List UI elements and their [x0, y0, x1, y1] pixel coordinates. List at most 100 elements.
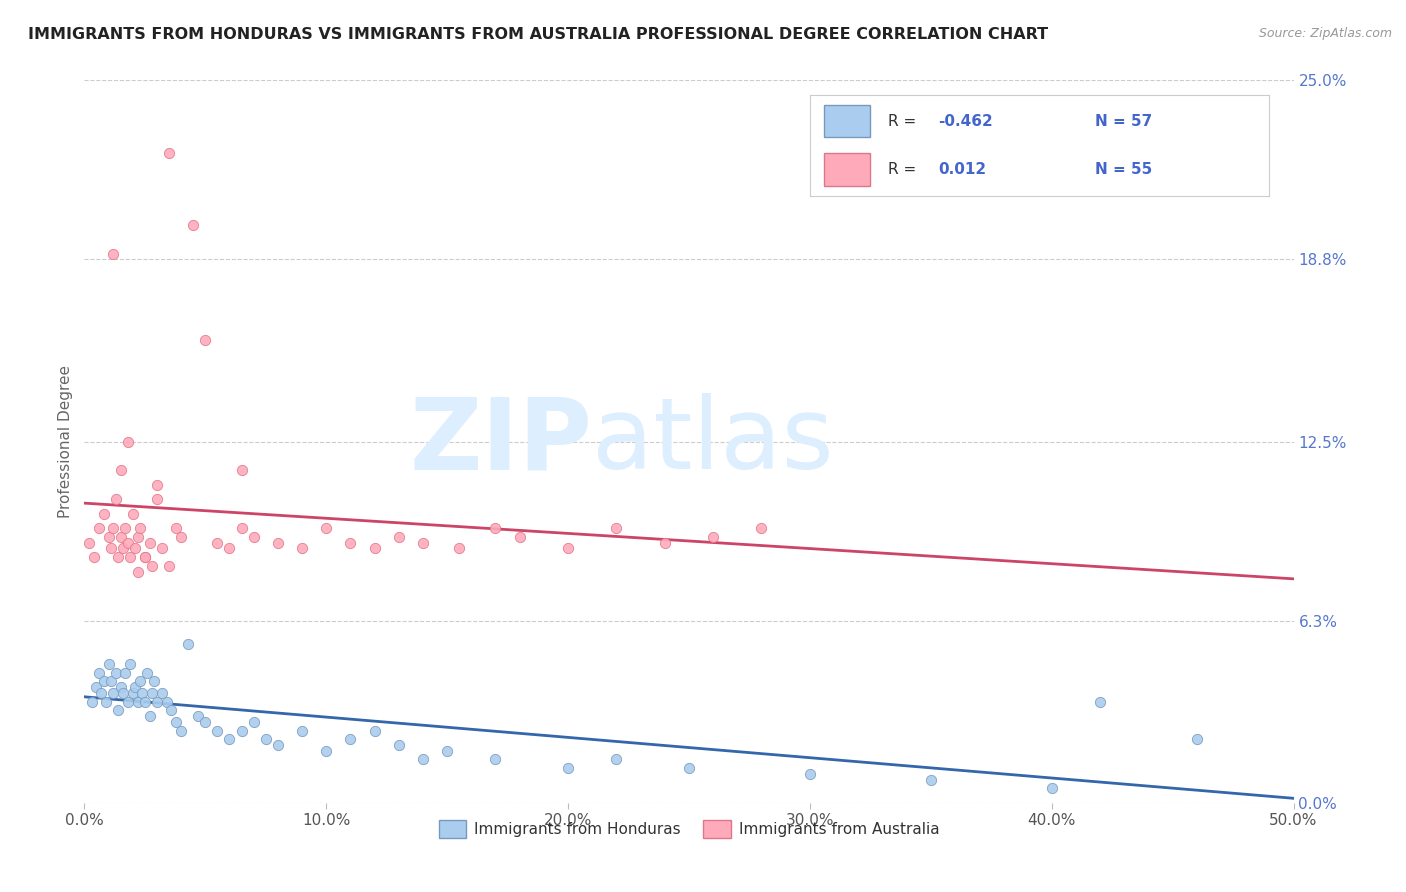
Point: [436, 744, 458, 758]
Point: [93, 507, 115, 521]
Point: [100, 541, 122, 556]
Point: [141, 686, 163, 700]
Y-axis label: Professional Degree: Professional Degree: [58, 365, 73, 518]
Point: [231, 463, 253, 477]
Point: [254, 732, 277, 747]
Point: [120, 550, 142, 565]
Point: [146, 695, 169, 709]
Point: [388, 738, 411, 752]
Point: [678, 761, 700, 775]
Point: [291, 723, 314, 738]
Point: [94, 695, 117, 709]
Point: [509, 530, 531, 544]
Point: [129, 674, 152, 689]
Point: [170, 530, 193, 544]
Point: [339, 732, 361, 747]
Point: [194, 714, 217, 729]
Point: [315, 521, 337, 535]
Point: [83, 550, 105, 565]
Point: [157, 145, 180, 160]
Point: [131, 686, 153, 700]
Point: [104, 665, 127, 680]
Point: [110, 463, 132, 477]
Point: [484, 521, 506, 535]
Point: [267, 535, 290, 549]
Point: [315, 744, 337, 758]
Point: [177, 637, 200, 651]
Point: [110, 680, 132, 694]
Legend: Immigrants from Honduras, Immigrants from Australia: Immigrants from Honduras, Immigrants fro…: [432, 813, 946, 846]
Point: [114, 521, 136, 535]
Point: [150, 541, 173, 556]
Point: [155, 695, 177, 709]
Point: [146, 478, 169, 492]
Point: [605, 752, 627, 766]
Point: [87, 665, 110, 680]
Point: [121, 686, 143, 700]
Point: [77, 535, 100, 549]
Point: [181, 218, 204, 232]
Point: [207, 535, 229, 549]
Point: [157, 558, 180, 573]
Point: [1185, 732, 1208, 747]
Point: [194, 334, 217, 348]
Point: [363, 541, 385, 556]
Point: [242, 530, 264, 544]
Point: [136, 665, 159, 680]
Text: Source: ZipAtlas.com: Source: ZipAtlas.com: [1258, 27, 1392, 40]
Point: [134, 695, 156, 709]
Point: [702, 530, 724, 544]
Point: [90, 686, 112, 700]
Point: [86, 680, 108, 694]
Point: [1088, 695, 1111, 709]
Point: [134, 550, 156, 565]
Point: [107, 703, 129, 717]
Point: [100, 674, 122, 689]
Point: [920, 772, 942, 787]
Point: [127, 695, 149, 709]
Point: [97, 530, 120, 544]
Point: [127, 565, 149, 579]
Point: [165, 714, 187, 729]
Point: [117, 434, 139, 449]
Point: [799, 767, 821, 781]
Point: [103, 246, 125, 260]
Point: [484, 752, 506, 766]
Point: [120, 657, 142, 671]
Point: [388, 530, 411, 544]
Point: [165, 521, 187, 535]
Point: [218, 541, 240, 556]
Point: [138, 535, 160, 549]
Point: [412, 535, 434, 549]
Point: [121, 507, 143, 521]
Point: [127, 530, 149, 544]
Point: [117, 535, 139, 549]
Point: [110, 530, 132, 544]
Text: atlas: atlas: [592, 393, 834, 490]
Point: [104, 492, 127, 507]
Point: [187, 709, 209, 723]
Point: [160, 703, 183, 717]
Point: [654, 535, 676, 549]
Point: [107, 550, 129, 565]
Point: [150, 686, 173, 700]
Point: [1040, 781, 1063, 796]
Point: [218, 732, 240, 747]
Point: [339, 535, 361, 549]
Point: [207, 723, 229, 738]
Point: [170, 723, 193, 738]
Point: [449, 541, 471, 556]
Point: [557, 761, 579, 775]
Point: [93, 674, 115, 689]
Text: ZIP: ZIP: [409, 393, 592, 490]
Point: [124, 541, 146, 556]
Point: [138, 709, 160, 723]
Point: [231, 723, 253, 738]
Point: [117, 695, 139, 709]
Point: [143, 674, 166, 689]
Point: [363, 723, 385, 738]
Point: [291, 541, 314, 556]
Point: [134, 550, 156, 565]
Point: [80, 695, 103, 709]
Point: [103, 521, 125, 535]
